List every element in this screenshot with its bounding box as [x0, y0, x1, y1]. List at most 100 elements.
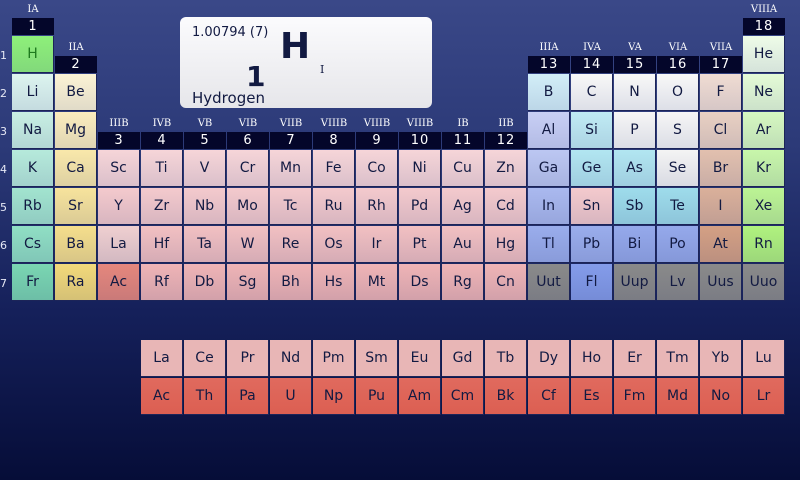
element-Kr[interactable]: Kr — [743, 150, 785, 187]
element-Am[interactable]: Am — [399, 378, 441, 415]
element-Eu[interactable]: Eu — [399, 340, 441, 377]
element-P[interactable]: P — [614, 112, 656, 149]
element-Pm[interactable]: Pm — [313, 340, 355, 377]
element-Uuo[interactable]: Uuo — [743, 264, 785, 301]
element-H[interactable]: H — [12, 36, 54, 73]
element-Pa[interactable]: Pa — [227, 378, 269, 415]
element-Cn[interactable]: Cn — [485, 264, 527, 301]
element-Ag[interactable]: Ag — [442, 188, 484, 225]
element-Uup[interactable]: Uup — [614, 264, 656, 301]
element-Po[interactable]: Po — [657, 226, 699, 263]
element-S[interactable]: S — [657, 112, 699, 149]
element-I[interactable]: I — [700, 188, 742, 225]
element-Be[interactable]: Be — [55, 74, 97, 111]
element-Sr[interactable]: Sr — [55, 188, 97, 225]
element-Sn[interactable]: Sn — [571, 188, 613, 225]
element-N[interactable]: N — [614, 74, 656, 111]
element-Br[interactable]: Br — [700, 150, 742, 187]
element-Se[interactable]: Se — [657, 150, 699, 187]
element-Ra[interactable]: Ra — [55, 264, 97, 301]
element-Rg[interactable]: Rg — [442, 264, 484, 301]
element-Pr[interactable]: Pr — [227, 340, 269, 377]
element-Uus[interactable]: Uus — [700, 264, 742, 301]
element-Ni[interactable]: Ni — [399, 150, 441, 187]
element-Sb[interactable]: Sb — [614, 188, 656, 225]
element-Ti[interactable]: Ti — [141, 150, 183, 187]
element-Ho[interactable]: Ho — [571, 340, 613, 377]
element-Fm[interactable]: Fm — [614, 378, 656, 415]
element-Au[interactable]: Au — [442, 226, 484, 263]
element-C[interactable]: C — [571, 74, 613, 111]
element-Li[interactable]: Li — [12, 74, 54, 111]
element-Al[interactable]: Al — [528, 112, 570, 149]
element-At[interactable]: At — [700, 226, 742, 263]
element-Na[interactable]: Na — [12, 112, 54, 149]
element-Cr[interactable]: Cr — [227, 150, 269, 187]
element-Hg[interactable]: Hg — [485, 226, 527, 263]
element-No[interactable]: No — [700, 378, 742, 415]
element-Dy[interactable]: Dy — [528, 340, 570, 377]
element-Y[interactable]: Y — [98, 188, 140, 225]
element-Xe[interactable]: Xe — [743, 188, 785, 225]
element-Nd[interactable]: Nd — [270, 340, 312, 377]
element-Co[interactable]: Co — [356, 150, 398, 187]
element-Ce[interactable]: Ce — [184, 340, 226, 377]
element-In[interactable]: In — [528, 188, 570, 225]
element-Fe[interactable]: Fe — [313, 150, 355, 187]
element-Cu[interactable]: Cu — [442, 150, 484, 187]
element-Si[interactable]: Si — [571, 112, 613, 149]
element-Re[interactable]: Re — [270, 226, 312, 263]
element-La[interactable]: La — [98, 226, 140, 263]
element-Np[interactable]: Np — [313, 378, 355, 415]
element-Cf[interactable]: Cf — [528, 378, 570, 415]
element-Pd[interactable]: Pd — [399, 188, 441, 225]
element-Tc[interactable]: Tc — [270, 188, 312, 225]
element-Lv[interactable]: Lv — [657, 264, 699, 301]
element-Bk[interactable]: Bk — [485, 378, 527, 415]
element-Mn[interactable]: Mn — [270, 150, 312, 187]
element-Tb[interactable]: Tb — [485, 340, 527, 377]
element-Md[interactable]: Md — [657, 378, 699, 415]
element-Cd[interactable]: Cd — [485, 188, 527, 225]
element-Tm[interactable]: Tm — [657, 340, 699, 377]
element-Ge[interactable]: Ge — [571, 150, 613, 187]
element-Db[interactable]: Db — [184, 264, 226, 301]
element-Ca[interactable]: Ca — [55, 150, 97, 187]
element-Gd[interactable]: Gd — [442, 340, 484, 377]
element-Pu[interactable]: Pu — [356, 378, 398, 415]
element-Te[interactable]: Te — [657, 188, 699, 225]
element-K[interactable]: K — [12, 150, 54, 187]
element-Zn[interactable]: Zn — [485, 150, 527, 187]
element-Mg[interactable]: Mg — [55, 112, 97, 149]
element-Hf[interactable]: Hf — [141, 226, 183, 263]
element-He[interactable]: He — [743, 36, 785, 73]
element-Nb[interactable]: Nb — [184, 188, 226, 225]
element-Tl[interactable]: Tl — [528, 226, 570, 263]
element-Bh[interactable]: Bh — [270, 264, 312, 301]
element-Ga[interactable]: Ga — [528, 150, 570, 187]
element-W[interactable]: W — [227, 226, 269, 263]
element-Mt[interactable]: Mt — [356, 264, 398, 301]
element-Uut[interactable]: Uut — [528, 264, 570, 301]
element-Pt[interactable]: Pt — [399, 226, 441, 263]
element-Ne[interactable]: Ne — [743, 74, 785, 111]
element-Fl[interactable]: Fl — [571, 264, 613, 301]
element-Cs[interactable]: Cs — [12, 226, 54, 263]
element-B[interactable]: B — [528, 74, 570, 111]
element-U[interactable]: U — [270, 378, 312, 415]
element-Ds[interactable]: Ds — [399, 264, 441, 301]
element-Ta[interactable]: Ta — [184, 226, 226, 263]
element-Lu[interactable]: Lu — [743, 340, 785, 377]
element-Zr[interactable]: Zr — [141, 188, 183, 225]
element-Rb[interactable]: Rb — [12, 188, 54, 225]
element-Es[interactable]: Es — [571, 378, 613, 415]
element-Sc[interactable]: Sc — [98, 150, 140, 187]
element-O[interactable]: O — [657, 74, 699, 111]
element-Cm[interactable]: Cm — [442, 378, 484, 415]
element-La[interactable]: La — [141, 340, 183, 377]
element-Pb[interactable]: Pb — [571, 226, 613, 263]
element-Yb[interactable]: Yb — [700, 340, 742, 377]
element-Rn[interactable]: Rn — [743, 226, 785, 263]
element-Ba[interactable]: Ba — [55, 226, 97, 263]
element-Mo[interactable]: Mo — [227, 188, 269, 225]
